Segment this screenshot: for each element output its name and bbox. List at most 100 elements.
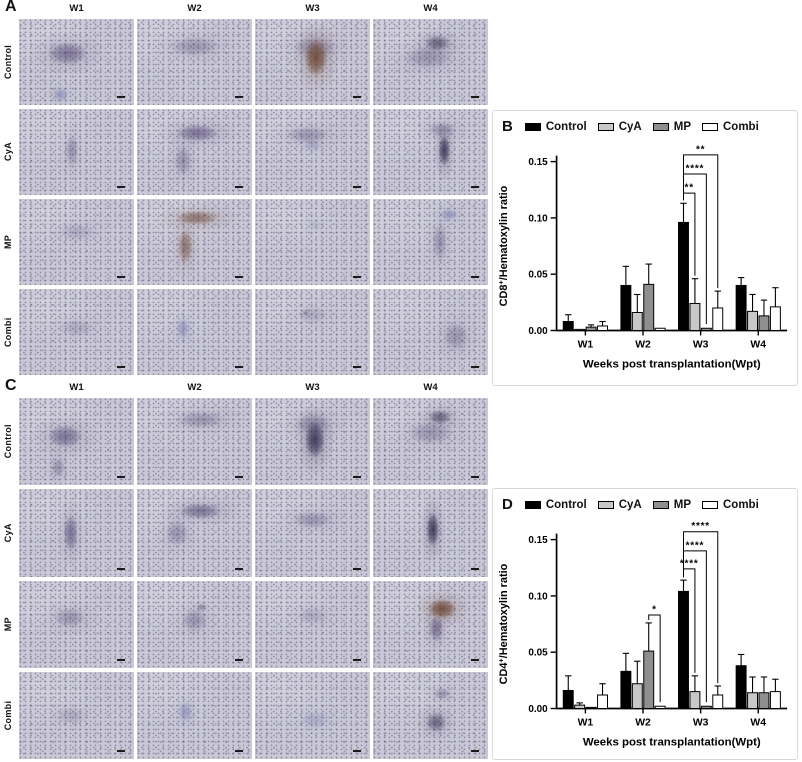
panel-c-micrographs: C W1 W2 W3 W4 Control CyA MP Combi	[0, 377, 490, 762]
bar-combi-w3	[712, 307, 724, 331]
scale-bar	[235, 276, 243, 278]
legend-label-mp: MP	[673, 120, 691, 133]
micrograph-mp-w2	[137, 199, 252, 285]
micrograph-mp-w3	[255, 580, 370, 668]
micrograph-combi-w2	[137, 289, 252, 375]
scale-bar	[235, 750, 243, 752]
scale-bar	[471, 96, 479, 98]
y-tick-label: 0.05	[528, 648, 548, 659]
legend-swatch-combi	[702, 500, 718, 509]
legend-item-control: Control	[524, 121, 587, 133]
micrograph-control-w2	[137, 398, 252, 486]
x-axis-title: Weeks post transplantation(Wpt)	[583, 358, 761, 370]
significance-label: **	[685, 183, 694, 194]
bar-cya-w3	[689, 691, 701, 709]
legend-label-control: Control	[545, 498, 587, 511]
bar-cya-w2	[631, 311, 643, 332]
panel-b-chart: B Control CyA MP Combi 0.00 0.05 0.10 0.15 CD8+…	[492, 110, 798, 386]
micrograph-control-w1	[19, 398, 134, 486]
legend-swatch-mp	[652, 500, 669, 509]
micrograph-mp-w4	[373, 199, 488, 285]
bar-mp-w2	[643, 283, 655, 332]
bar-control-w4	[735, 665, 747, 709]
x-tick-label: W3	[693, 717, 709, 728]
chart-header-d: D Control CyA MP Combi	[493, 489, 797, 513]
scale-bar	[353, 476, 361, 479]
scale-bar	[471, 476, 479, 479]
scale-bar	[117, 750, 125, 752]
x-tick-label: W4	[750, 717, 766, 728]
scale-bar	[117, 476, 125, 479]
bar-cya-w1	[574, 704, 586, 710]
bar-mp-w4	[758, 692, 770, 709]
scale-bar	[471, 750, 479, 752]
significance-label: **	[696, 144, 705, 155]
bar-control-w3	[678, 590, 689, 709]
micrograph-cya-w4	[373, 489, 488, 577]
scale-bar	[353, 276, 361, 278]
x-tick-label: W2	[635, 717, 651, 728]
micrograph-mp-w4	[373, 580, 488, 668]
micrograph-cya-w3	[255, 489, 370, 577]
legend-item-cya: CyA	[597, 120, 642, 133]
micrograph-control-w3	[255, 19, 370, 105]
scale-bar	[117, 658, 125, 661]
x-tick-label: W1	[578, 339, 594, 350]
micrograph-grid-a: W1 W2 W3 W4 Control CyA MP Combi	[0, 2, 488, 375]
row-label-mp: MP	[3, 617, 13, 632]
y-tick-label: 0.00	[528, 704, 548, 715]
bar-combi-w1	[597, 694, 608, 709]
bar-control-w1	[562, 689, 574, 710]
micrograph-cya-w4	[373, 109, 488, 195]
x-axis-title: Weeks post transplantation(Wpt)	[583, 736, 761, 748]
legend-label-cya: CyA	[618, 120, 642, 133]
micrograph-combi-w1	[19, 671, 134, 759]
bar-cya-w3	[689, 302, 701, 332]
significance-label: ****	[680, 558, 699, 569]
legend-label-combi: Combi	[723, 498, 759, 511]
scale-bar	[353, 186, 361, 188]
significance-label: ****	[691, 521, 710, 532]
legend-swatch-control	[524, 500, 541, 509]
legend-swatch-cya	[597, 122, 614, 131]
y-axis-title: CD8+/Hematoxylin ratio	[496, 185, 509, 306]
bar-mp-w3	[700, 705, 712, 710]
legend-item-combi: Combi	[702, 121, 759, 133]
micrograph-mp-w2	[137, 580, 252, 668]
legend-b: Control CyA MP Combi	[524, 120, 759, 133]
bar-control-w4	[735, 284, 747, 332]
scale-bar	[471, 567, 479, 570]
x-tick-label: W3	[693, 339, 709, 350]
legend-item-control: Control	[524, 498, 587, 511]
row-label-combi: Combi	[3, 317, 13, 347]
scale-bar	[353, 750, 361, 752]
scale-bar	[235, 658, 243, 661]
y-tick-label: 0.00	[528, 326, 548, 337]
y-tick-label: 0.05	[528, 270, 548, 281]
column-header-w1: W1	[69, 3, 84, 14]
x-tick-label: W1	[578, 717, 594, 728]
micrograph-control-w1	[19, 19, 134, 105]
significance-bracket	[683, 154, 719, 289]
scale-bar	[235, 96, 243, 98]
bar-mp-w3	[700, 327, 712, 332]
micrograph-combi-w2	[137, 671, 252, 759]
scale-bar	[117, 186, 125, 188]
legend-swatch-combi	[702, 122, 718, 131]
x-tick-label: W2	[635, 339, 651, 350]
bar-cya-w4	[747, 310, 759, 332]
row-label-cya: CyA	[3, 142, 13, 162]
scale-bar	[235, 567, 243, 570]
column-header-w4: W4	[423, 3, 438, 14]
column-header-w1: W1	[69, 382, 84, 393]
legend-item-cya: CyA	[597, 498, 642, 511]
panel-a-micrographs: A W1 W2 W3 W4 Control CyA MP Combi	[0, 0, 490, 378]
bar-control-w3	[678, 221, 689, 331]
row-label-control: Control	[3, 424, 13, 459]
micrograph-combi-w1	[19, 289, 134, 375]
legend-label-cya: CyA	[618, 498, 642, 511]
column-header-w2: W2	[187, 3, 202, 14]
bar-control-w2	[620, 284, 632, 332]
micrograph-cya-w3	[255, 109, 370, 195]
panel-d-chart: D Control CyA MP Combi 0.00 0.05 0.10 0.15 CD4+…	[492, 488, 798, 760]
